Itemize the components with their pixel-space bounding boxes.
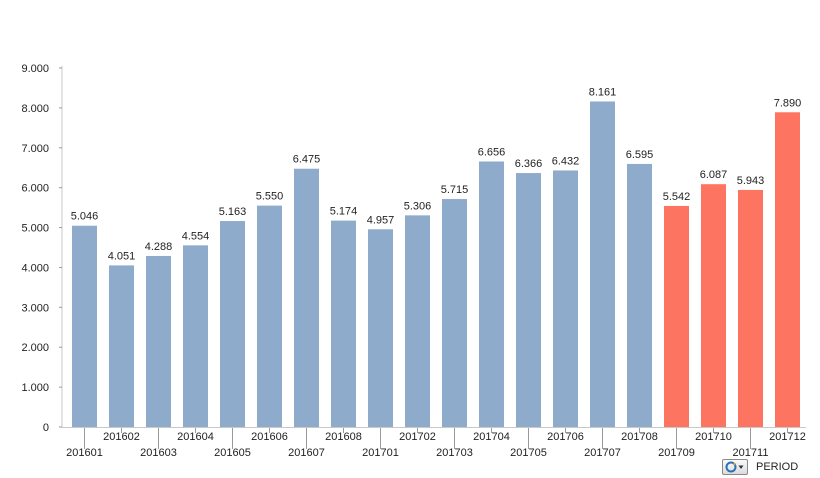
data-label: 6.087 bbox=[700, 169, 728, 181]
x-tick-label: 201605 bbox=[214, 447, 251, 459]
y-tick-label: 1.000 bbox=[21, 382, 49, 394]
x-tick-label: 201707 bbox=[584, 447, 621, 459]
data-label: 5.174 bbox=[330, 206, 358, 218]
bar[interactable] bbox=[109, 265, 134, 427]
x-tick-label: 201705 bbox=[510, 447, 547, 459]
x-tick-label: 201608 bbox=[325, 431, 362, 443]
bar[interactable] bbox=[294, 168, 319, 427]
bar[interactable] bbox=[590, 101, 615, 428]
x-tick-label: 201701 bbox=[362, 447, 399, 459]
y-tick-label: 0 bbox=[43, 422, 49, 434]
data-label: 5.163 bbox=[219, 206, 247, 218]
y-tick-label: 4.000 bbox=[21, 262, 49, 274]
x-tick-label: 201708 bbox=[621, 431, 658, 443]
dimension-label: PERIOD bbox=[756, 461, 799, 473]
data-label: 5.715 bbox=[441, 184, 469, 196]
x-tick-label: 201706 bbox=[547, 431, 584, 443]
data-label: 4.957 bbox=[367, 214, 395, 226]
bar[interactable] bbox=[627, 163, 652, 427]
data-label: 4.288 bbox=[145, 241, 173, 253]
bar[interactable] bbox=[701, 184, 726, 427]
y-tick-label: 5.000 bbox=[21, 223, 49, 235]
y-tick-label: 3.000 bbox=[21, 302, 49, 314]
x-tick-label: 201603 bbox=[140, 447, 177, 459]
bar[interactable] bbox=[405, 215, 430, 427]
cycle-group-icon bbox=[725, 461, 744, 473]
y-tick-label: 7.000 bbox=[21, 143, 49, 155]
y-tick-label: 2.000 bbox=[21, 342, 49, 354]
data-label: 5.550 bbox=[256, 191, 284, 203]
data-label: 4.051 bbox=[108, 250, 136, 262]
x-tick-label: 201710 bbox=[695, 431, 732, 443]
bar[interactable] bbox=[331, 220, 356, 427]
bar[interactable] bbox=[516, 173, 541, 427]
bar[interactable] bbox=[183, 245, 208, 427]
x-tick-label: 201604 bbox=[177, 431, 214, 443]
bar[interactable] bbox=[72, 225, 97, 427]
bar[interactable] bbox=[738, 189, 763, 427]
bar[interactable] bbox=[479, 161, 504, 427]
x-tick-label: 201602 bbox=[103, 431, 140, 443]
x-tick-label: 201712 bbox=[769, 431, 806, 443]
data-label: 6.656 bbox=[478, 146, 506, 158]
dimension-control: PERIOD bbox=[722, 458, 798, 476]
x-tick-label: 201601 bbox=[66, 447, 103, 459]
data-label: 6.366 bbox=[515, 158, 543, 170]
x-tick-label: 201703 bbox=[436, 447, 473, 459]
cycle-group-button[interactable] bbox=[722, 459, 748, 475]
y-tick-label: 8.000 bbox=[21, 103, 49, 115]
x-tick-label: 201711 bbox=[733, 447, 769, 459]
data-label: 5.542 bbox=[663, 191, 691, 203]
bar[interactable] bbox=[146, 255, 171, 427]
bar[interactable] bbox=[368, 229, 393, 427]
bar[interactable] bbox=[220, 221, 245, 427]
data-label: 5.046 bbox=[71, 211, 99, 223]
data-label: 8.161 bbox=[589, 86, 617, 98]
data-label: 5.943 bbox=[737, 175, 765, 187]
x-tick-label: 201607 bbox=[288, 447, 325, 459]
x-tick-label: 201606 bbox=[251, 431, 288, 443]
y-tick-label: 6.000 bbox=[21, 183, 49, 195]
data-label: 4.554 bbox=[182, 230, 210, 242]
x-tick-label: 201704 bbox=[473, 431, 510, 443]
bar[interactable] bbox=[775, 112, 800, 427]
y-tick-label: 9.000 bbox=[21, 63, 49, 75]
data-label: 5.306 bbox=[404, 200, 432, 212]
x-tick-label: 201709 bbox=[658, 447, 695, 459]
x-tick-label: 201702 bbox=[399, 431, 436, 443]
data-label: 6.595 bbox=[626, 149, 654, 161]
data-label: 6.432 bbox=[552, 155, 580, 167]
bar[interactable] bbox=[553, 170, 578, 427]
bar[interactable] bbox=[257, 205, 282, 427]
data-label: 6.475 bbox=[293, 154, 321, 166]
data-label: 7.890 bbox=[774, 97, 802, 109]
bar[interactable] bbox=[664, 205, 689, 427]
bar[interactable] bbox=[442, 199, 467, 427]
